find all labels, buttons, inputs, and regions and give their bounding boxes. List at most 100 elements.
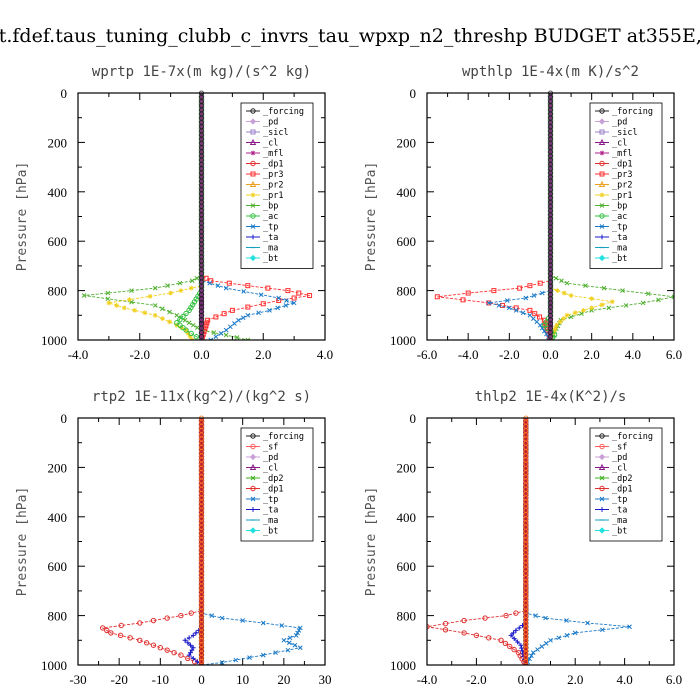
legend-label: _forcing <box>263 432 304 442</box>
data-point <box>106 300 112 306</box>
data-point <box>583 283 588 289</box>
legend-marker <box>598 527 606 534</box>
data-point <box>508 632 514 638</box>
data-point <box>190 645 196 651</box>
y-tick-label: 200 <box>397 135 417 150</box>
data-point <box>178 288 184 293</box>
data-point <box>218 331 224 336</box>
legend-label: _dp2 <box>612 474 632 484</box>
data-point <box>486 635 492 641</box>
data-point <box>143 640 150 646</box>
series-line-dp1 <box>427 418 527 665</box>
data-point <box>507 643 513 650</box>
data-point <box>256 310 261 316</box>
legend-entry: _ta <box>595 233 627 243</box>
legend-label: _sicl <box>263 128 289 138</box>
data-point <box>194 275 200 281</box>
data-point <box>234 335 240 340</box>
data-point <box>208 337 214 340</box>
x-tick-label: 6.0 <box>666 672 682 687</box>
data-point <box>188 285 194 291</box>
data-point <box>527 283 533 289</box>
legend-label: _pd <box>263 118 278 128</box>
legend-label: _tp <box>263 495 278 505</box>
data-point <box>267 308 272 313</box>
legend-entry: _sicl <box>246 128 289 138</box>
data-point <box>260 301 266 307</box>
data-point <box>297 645 303 651</box>
legend-marker <box>250 129 256 135</box>
legend-label: _cl <box>263 139 278 149</box>
data-point <box>195 325 200 331</box>
data-point <box>513 308 519 313</box>
legend-entry: _ac <box>595 212 627 222</box>
data-point <box>292 642 298 648</box>
legend-label: _dp1 <box>263 160 283 170</box>
panel-title: thlp2 1E-4x(K^2)/s <box>475 389 627 405</box>
legend-label: _bt <box>263 527 278 537</box>
data-point <box>245 312 251 318</box>
zero-column-marker <box>199 334 204 340</box>
legend-label: _ta <box>263 506 278 516</box>
data-point <box>548 637 553 643</box>
x-tick-label: -30 <box>69 672 86 687</box>
data-point <box>623 303 629 308</box>
x-tick-label: -4.0 <box>417 672 438 687</box>
data-point <box>213 314 219 320</box>
y-tick-label: 800 <box>397 609 417 624</box>
series-line-ac <box>176 93 202 340</box>
data-point <box>640 300 646 306</box>
data-point <box>572 310 578 316</box>
x-tick-label: -6.0 <box>417 347 438 362</box>
legend-label: _tp <box>612 495 627 505</box>
y-tick-label: 400 <box>48 185 68 200</box>
legend-label: _ma <box>612 244 627 254</box>
legend-marker <box>250 224 256 229</box>
data-point <box>581 307 586 313</box>
data-point <box>601 285 607 291</box>
plot-frame <box>426 92 675 341</box>
data-point <box>127 635 133 641</box>
panel-title: wpthlp 1E-4x(m K)/s^2 <box>462 64 639 80</box>
data-point <box>245 283 251 289</box>
legend-label: _bt <box>612 527 627 537</box>
y-axis-label: Pressure [hPa] <box>15 162 30 272</box>
x-tick-label: 4.0 <box>317 347 333 362</box>
data-point <box>185 655 191 662</box>
data-point <box>513 628 519 633</box>
data-point <box>527 307 533 313</box>
data-point <box>281 637 287 643</box>
data-point <box>236 317 241 323</box>
x-tick-label: 0.0 <box>518 672 534 687</box>
data-point <box>258 292 264 298</box>
data-point <box>178 652 184 658</box>
legend-marker <box>250 213 256 219</box>
data-point <box>534 319 540 325</box>
data-point <box>491 288 497 294</box>
data-point <box>589 305 595 311</box>
data-point <box>645 291 651 297</box>
data-point <box>193 334 200 340</box>
data-point <box>564 280 570 286</box>
data-point <box>194 659 200 665</box>
data-point <box>157 645 164 651</box>
data-point <box>535 647 540 652</box>
x-tick-label: 0.0 <box>193 347 209 362</box>
legend-marker <box>599 108 605 114</box>
data-point <box>260 620 266 626</box>
data-point <box>517 285 523 291</box>
legend-label: _sf <box>263 443 278 453</box>
y-axis-label: Pressure [hPa] <box>364 162 379 272</box>
legend-label: _pr2 <box>263 181 283 191</box>
data-point <box>165 283 170 289</box>
x-tick-label: -10 <box>152 672 169 687</box>
data-point <box>541 322 548 328</box>
legend-label: _pd <box>612 453 627 463</box>
legend-marker <box>599 433 605 439</box>
data-point <box>186 652 192 658</box>
legend: _forcing_pd_sicl_cl_mfl_dp1_pr3_pr2_pr1_… <box>240 102 314 269</box>
panel-title: rtp2 1E-11x(kg^2)/(kg^2 s) <box>92 389 311 405</box>
data-point <box>223 332 229 338</box>
legend-entry: _pr1 <box>246 191 283 201</box>
data-point <box>275 305 281 311</box>
